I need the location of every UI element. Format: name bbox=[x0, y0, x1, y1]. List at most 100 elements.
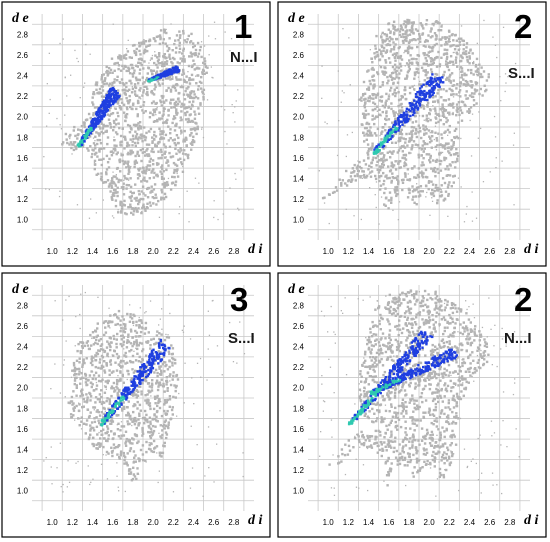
contact-point bbox=[178, 62, 181, 65]
contact-point bbox=[146, 147, 149, 151]
contact-point bbox=[112, 129, 115, 132]
highlighted-contact-point bbox=[159, 73, 163, 76]
contact-point bbox=[81, 365, 84, 368]
contact-point bbox=[451, 89, 454, 93]
contact-point bbox=[126, 378, 128, 381]
contact-point bbox=[379, 95, 382, 99]
contact-point bbox=[370, 68, 373, 71]
contact-point bbox=[224, 109, 226, 111]
contact-point bbox=[95, 443, 98, 446]
contact-point bbox=[118, 106, 122, 109]
contact-point bbox=[195, 67, 198, 70]
contact-point bbox=[392, 150, 395, 153]
contact-point bbox=[103, 79, 107, 82]
contact-point bbox=[100, 147, 103, 150]
contact-point bbox=[438, 114, 441, 117]
contact-point bbox=[171, 121, 174, 125]
contact-point bbox=[139, 90, 141, 92]
contact-point bbox=[74, 369, 77, 372]
contact-point bbox=[132, 420, 135, 423]
contact-point bbox=[141, 358, 144, 362]
highlighted-contact-point bbox=[90, 127, 93, 130]
contact-point bbox=[105, 346, 109, 349]
highlighted-contact-point bbox=[412, 107, 415, 111]
contact-point bbox=[137, 457, 140, 460]
highlighted-contact-point bbox=[415, 104, 418, 108]
contact-point bbox=[123, 54, 126, 57]
contact-point bbox=[144, 354, 148, 357]
contact-point bbox=[376, 154, 380, 158]
contact-point bbox=[189, 107, 193, 110]
contact-point bbox=[129, 472, 132, 475]
contact-point bbox=[340, 184, 343, 187]
contact-point bbox=[95, 338, 98, 342]
contact-point bbox=[139, 57, 142, 60]
contact-point bbox=[119, 342, 122, 346]
contact-point bbox=[137, 199, 140, 202]
contact-point bbox=[46, 83, 48, 85]
contact-point bbox=[449, 153, 452, 157]
contact-point bbox=[87, 149, 90, 152]
grid bbox=[32, 285, 254, 511]
contact-point bbox=[148, 177, 151, 180]
contact-point bbox=[151, 141, 154, 144]
contact-point bbox=[155, 73, 158, 76]
highlighted-contact-point bbox=[111, 92, 115, 95]
contact-point bbox=[171, 364, 174, 367]
contact-point bbox=[117, 64, 121, 67]
contact-point bbox=[178, 47, 182, 50]
contact-point bbox=[142, 91, 145, 94]
contact-point bbox=[422, 69, 425, 72]
contact-point bbox=[164, 156, 167, 159]
highlighted-contact-point bbox=[135, 384, 139, 387]
contact-point bbox=[394, 71, 397, 74]
contact-point bbox=[446, 48, 449, 52]
contact-point bbox=[433, 88, 436, 91]
contact-point bbox=[446, 61, 450, 65]
contact-point bbox=[91, 383, 94, 386]
contact-point bbox=[379, 52, 383, 56]
contact-point bbox=[455, 109, 458, 112]
highlighted-contact-points bbox=[372, 73, 445, 155]
contact-point bbox=[136, 394, 140, 397]
contact-point bbox=[94, 341, 97, 345]
contact-point bbox=[158, 324, 160, 326]
contact-point bbox=[127, 206, 130, 209]
contact-point bbox=[112, 151, 115, 154]
contact-point bbox=[496, 56, 498, 59]
contact-point bbox=[393, 68, 396, 71]
contact-point bbox=[137, 385, 140, 388]
contact-point bbox=[153, 343, 156, 346]
contact-point bbox=[176, 378, 180, 381]
contact-point bbox=[89, 424, 92, 427]
contact-point bbox=[146, 398, 149, 402]
x-axis-label: d i bbox=[248, 242, 263, 257]
contact-point bbox=[76, 57, 78, 60]
y-tick-label: 1.4 bbox=[293, 174, 305, 183]
contact-point bbox=[132, 342, 136, 346]
contact-point bbox=[148, 168, 151, 171]
contact-point bbox=[110, 57, 114, 60]
contact-point bbox=[351, 131, 353, 134]
contact-point bbox=[119, 370, 122, 373]
contact-point bbox=[445, 120, 448, 124]
highlighted-contact-point bbox=[103, 422, 106, 425]
contact-point bbox=[447, 40, 450, 43]
contact-point bbox=[74, 345, 76, 347]
contact-point bbox=[145, 341, 148, 344]
contact-point bbox=[465, 85, 467, 87]
contact-point bbox=[463, 221, 466, 223]
contact-point bbox=[70, 416, 73, 419]
contact-point bbox=[141, 417, 145, 420]
contact-point bbox=[106, 74, 109, 77]
contact-point bbox=[99, 348, 103, 351]
contact-point bbox=[154, 112, 156, 114]
contact-point bbox=[471, 84, 474, 87]
contact-point bbox=[409, 54, 412, 57]
contact-point bbox=[370, 57, 373, 60]
contact-point bbox=[448, 124, 451, 128]
contact-point bbox=[130, 377, 133, 380]
contact-point bbox=[72, 148, 76, 152]
contact-point bbox=[370, 166, 373, 169]
contact-point bbox=[122, 451, 125, 455]
